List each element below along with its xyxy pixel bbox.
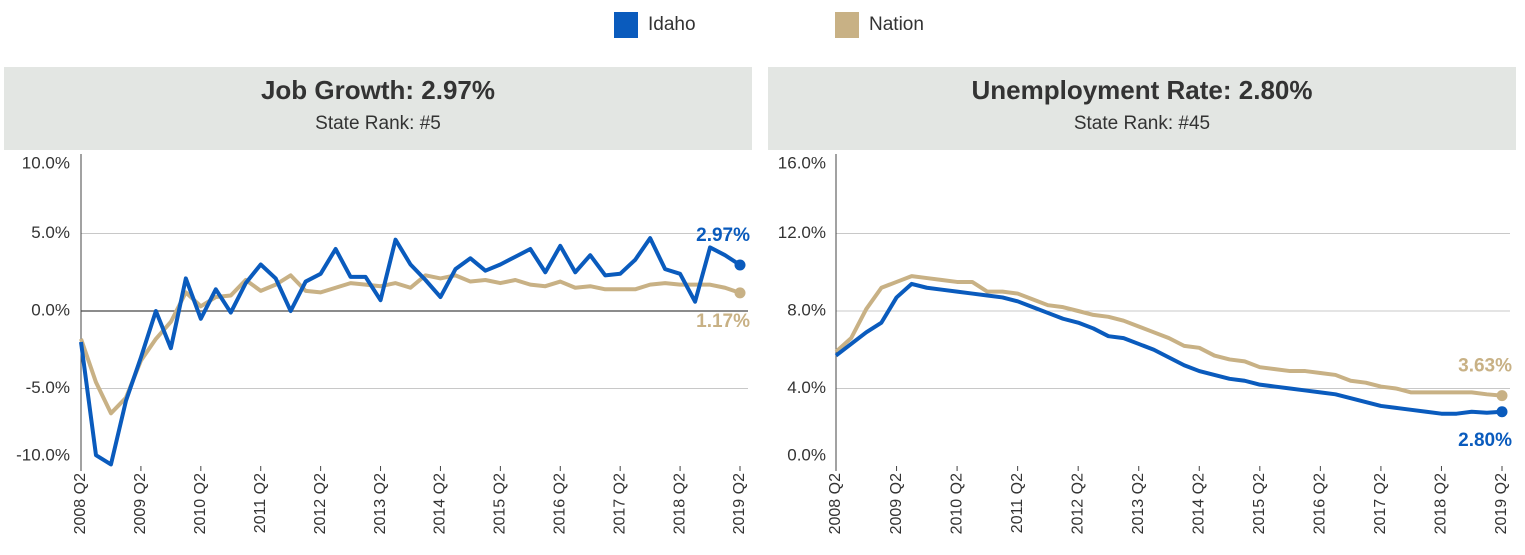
y-tick-label: 16.0% bbox=[778, 153, 826, 172]
x-tick-label: 2011 Q2 bbox=[252, 473, 269, 533]
end-point bbox=[1496, 406, 1508, 418]
y-tick-label: -10.0% bbox=[16, 445, 70, 464]
x-tick-label: 2013 Q2 bbox=[372, 473, 389, 534]
value-label: 2.97% bbox=[696, 225, 750, 246]
y-tick-label: 0.0% bbox=[31, 300, 70, 319]
panel-header bbox=[4, 67, 752, 150]
y-tick-label: -5.0% bbox=[26, 378, 70, 397]
y-tick-label: 8.0% bbox=[787, 300, 826, 319]
x-tick-label: 2014 Q2 bbox=[1190, 473, 1207, 534]
series-line bbox=[834, 281, 1503, 416]
x-tick-label: 2017 Q2 bbox=[1372, 473, 1389, 534]
x-tick-label: 2015 Q2 bbox=[492, 473, 509, 534]
panel-subtitle: State Rank: #45 bbox=[1074, 113, 1210, 134]
x-tick-label: 2010 Q2 bbox=[192, 473, 209, 534]
end-point bbox=[1496, 390, 1508, 402]
x-tick-label: 2016 Q2 bbox=[551, 473, 568, 534]
x-tick-label: 2008 Q2 bbox=[827, 473, 844, 534]
x-tick-label: 2011 Q2 bbox=[1009, 473, 1026, 533]
legend-swatch bbox=[614, 12, 638, 38]
series-line bbox=[79, 273, 741, 416]
x-tick-label: 2009 Q2 bbox=[888, 473, 905, 534]
series-line bbox=[834, 274, 1503, 398]
y-tick-label: 0.0% bbox=[787, 445, 826, 464]
x-tick-label: 2019 Q2 bbox=[1493, 473, 1510, 534]
legend-label: Nation bbox=[869, 14, 924, 35]
value-label: 2.80% bbox=[1458, 430, 1512, 451]
value-label: 3.63% bbox=[1458, 356, 1512, 377]
legend-swatch bbox=[835, 12, 859, 38]
y-tick-label: 4.0% bbox=[787, 378, 826, 397]
y-tick-label: 12.0% bbox=[778, 223, 826, 242]
legend-label: Idaho bbox=[648, 14, 696, 35]
x-tick-label: 2014 Q2 bbox=[432, 473, 449, 534]
x-tick-label: 2018 Q2 bbox=[671, 473, 688, 534]
x-tick-label: 2017 Q2 bbox=[611, 473, 628, 534]
x-tick-label: 2010 Q2 bbox=[948, 473, 965, 534]
end-point bbox=[734, 287, 746, 299]
panel-subtitle: State Rank: #5 bbox=[315, 113, 441, 134]
x-tick-label: 2018 Q2 bbox=[1433, 473, 1450, 534]
x-tick-label: 2013 Q2 bbox=[1130, 473, 1147, 534]
panel-title: Job Growth: 2.97% bbox=[261, 75, 495, 105]
panel-header bbox=[768, 67, 1516, 150]
x-tick-label: 2019 Q2 bbox=[731, 473, 748, 534]
x-tick-label: 2012 Q2 bbox=[312, 473, 329, 534]
x-tick-label: 2012 Q2 bbox=[1069, 473, 1086, 534]
y-tick-label: 5.0% bbox=[31, 223, 70, 242]
series-line bbox=[79, 236, 742, 467]
y-tick-label: 10.0% bbox=[22, 153, 70, 172]
panel-title: Unemployment Rate: 2.80% bbox=[972, 75, 1313, 105]
end-point bbox=[734, 259, 746, 271]
x-tick-label: 2015 Q2 bbox=[1251, 473, 1268, 534]
x-tick-label: 2008 Q2 bbox=[72, 473, 89, 534]
x-tick-label: 2009 Q2 bbox=[132, 473, 149, 534]
x-tick-label: 2016 Q2 bbox=[1312, 473, 1329, 534]
value-label: 1.17% bbox=[696, 311, 750, 332]
